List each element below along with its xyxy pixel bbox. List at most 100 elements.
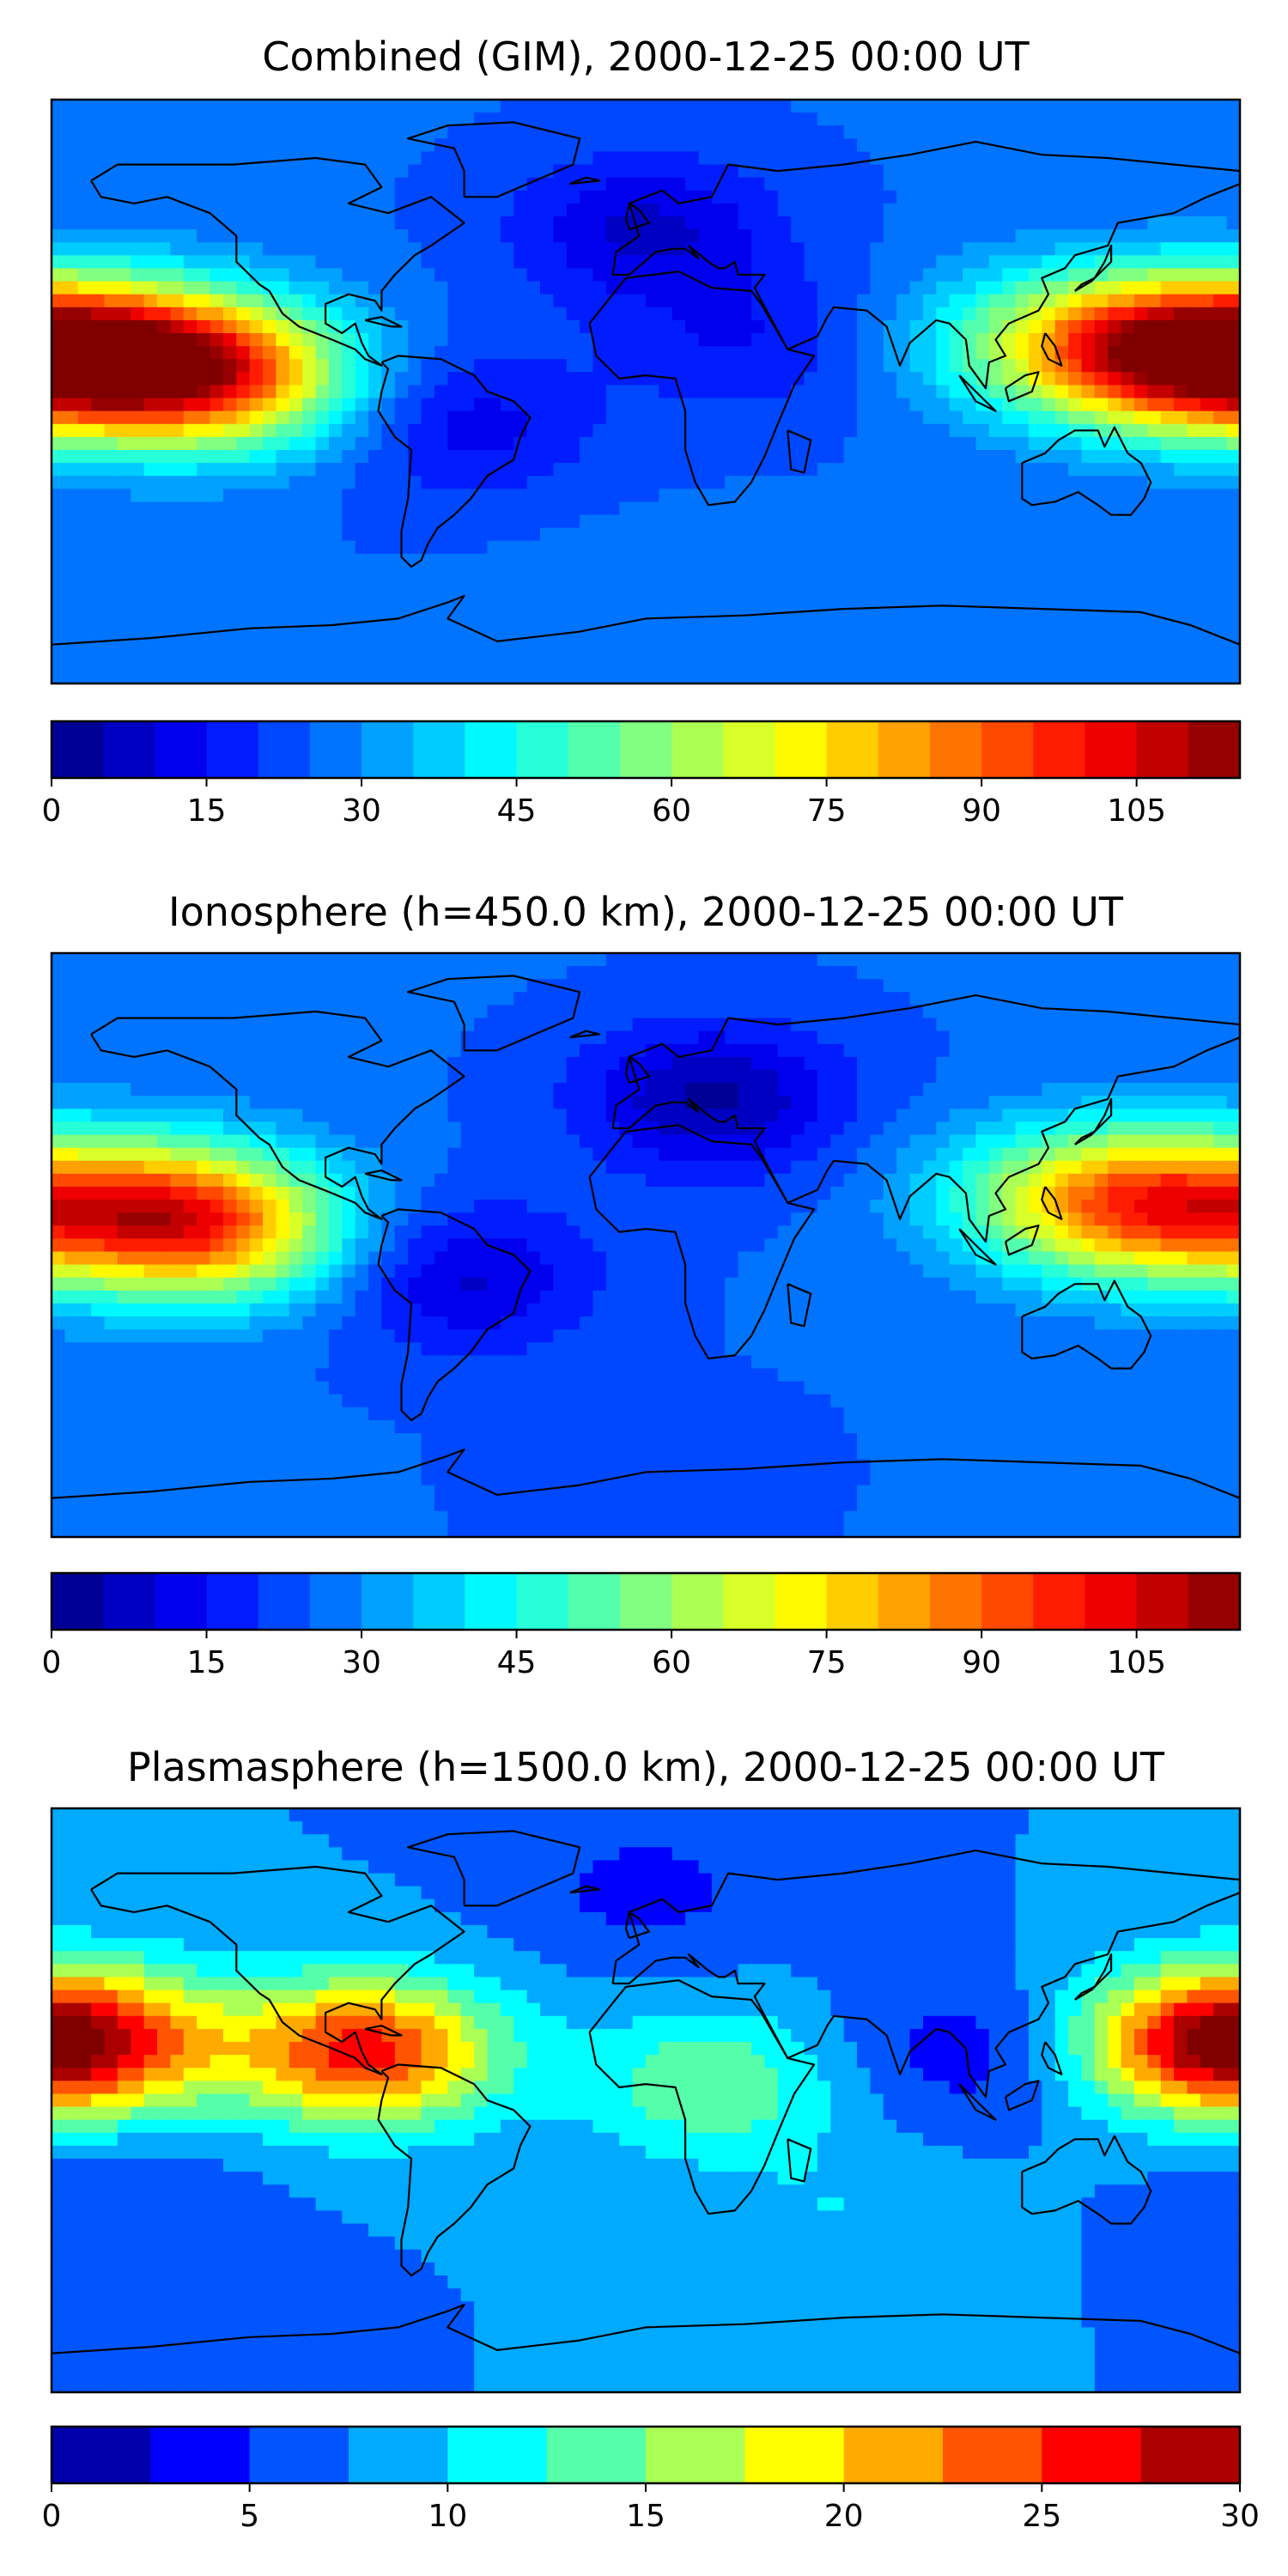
map-cell	[671, 1030, 686, 1045]
map-cell	[963, 125, 977, 139]
map-cell	[1200, 100, 1214, 113]
map-cell	[131, 294, 145, 308]
map-cell	[381, 618, 396, 633]
map-cell	[513, 979, 528, 993]
map-cell	[131, 112, 145, 126]
map-cell	[210, 281, 224, 295]
map-cell	[157, 151, 171, 166]
map-cell	[883, 979, 897, 993]
map-cell	[711, 1056, 726, 1071]
map-cell	[936, 580, 951, 593]
map-cell	[1121, 164, 1135, 179]
map-cell	[936, 1030, 951, 1045]
map-cell	[143, 501, 158, 516]
map-cell	[632, 618, 647, 633]
map-cell	[460, 112, 475, 126]
map-cell	[671, 423, 686, 438]
map-cell	[315, 359, 330, 373]
map-cell	[104, 410, 118, 425]
map-cell	[646, 112, 659, 126]
map-cell	[580, 242, 594, 256]
map-cell	[117, 527, 131, 542]
map-cell	[487, 398, 501, 412]
map-cell	[487, 268, 501, 283]
map-cell	[1068, 592, 1083, 606]
map-cell	[289, 177, 303, 191]
map-cell	[1121, 992, 1135, 1006]
map-cell	[1068, 501, 1083, 516]
map-cell	[725, 268, 739, 283]
map-cell	[1226, 979, 1241, 993]
map-cell	[896, 489, 911, 503]
map-cell	[817, 410, 831, 425]
map-cell	[64, 112, 79, 126]
map-cell	[91, 605, 106, 620]
map-cell	[804, 1030, 818, 1045]
map-cell	[1015, 644, 1030, 659]
map-cell	[222, 592, 237, 606]
map-cell	[210, 203, 224, 217]
map-cell	[619, 966, 634, 980]
map-cell	[1081, 527, 1096, 542]
map-cell	[117, 138, 131, 153]
map-cell	[963, 992, 977, 1006]
map-cell	[1133, 333, 1148, 347]
map-cell	[513, 125, 528, 139]
map-cell	[711, 966, 726, 980]
colorbar-segment	[775, 721, 828, 778]
map-cell	[764, 631, 779, 646]
map-cell	[143, 307, 158, 321]
map-cell	[381, 1030, 396, 1045]
map-cell	[975, 203, 990, 217]
map-cell	[131, 1005, 145, 1019]
map-cell	[289, 410, 303, 425]
map-cell	[1108, 527, 1122, 542]
map-cell	[592, 151, 607, 166]
map-cell	[500, 1030, 514, 1045]
map-cell	[276, 527, 290, 542]
map-cell	[249, 631, 264, 646]
map-cell	[619, 1030, 634, 1045]
map-cell	[566, 489, 580, 503]
map-cell	[963, 190, 977, 204]
map-cell	[843, 125, 858, 139]
map-cell	[77, 1030, 92, 1045]
map-cell	[487, 450, 501, 464]
colorbar-tick-label: 105	[1107, 793, 1166, 829]
map-cell	[183, 463, 197, 477]
map-cell	[553, 514, 568, 529]
map-cell	[381, 1043, 396, 1058]
map-cell	[659, 966, 673, 980]
map-cell	[922, 631, 937, 646]
map-cell	[646, 670, 659, 684]
map-cell	[764, 242, 779, 256]
map-cell	[526, 501, 541, 516]
map-cell	[659, 605, 673, 620]
map-cell	[197, 255, 211, 270]
map-cell	[526, 138, 541, 153]
map-cell	[949, 164, 963, 179]
map-cell	[77, 1005, 92, 1019]
map-cell	[434, 1030, 448, 1045]
map-cell	[236, 268, 251, 283]
colorbar-segment	[465, 721, 518, 778]
map-cell	[315, 657, 330, 671]
map-cell	[500, 657, 514, 671]
map-cell	[355, 1070, 369, 1084]
map-cell	[671, 992, 686, 1006]
map-cell	[500, 177, 514, 191]
map-cell	[566, 372, 580, 386]
map-cell	[963, 100, 977, 113]
map-cell	[1226, 100, 1241, 113]
map-cell	[1174, 476, 1188, 489]
map-cell	[104, 553, 118, 568]
map-cell	[104, 1043, 118, 1058]
map-cell	[52, 410, 65, 425]
map-cell	[764, 359, 779, 373]
map-cell	[566, 229, 580, 243]
map-cell	[434, 359, 448, 373]
map-cell	[909, 333, 924, 347]
map-cell	[1042, 553, 1056, 568]
map-cell	[671, 979, 686, 993]
map-cell	[909, 346, 924, 360]
